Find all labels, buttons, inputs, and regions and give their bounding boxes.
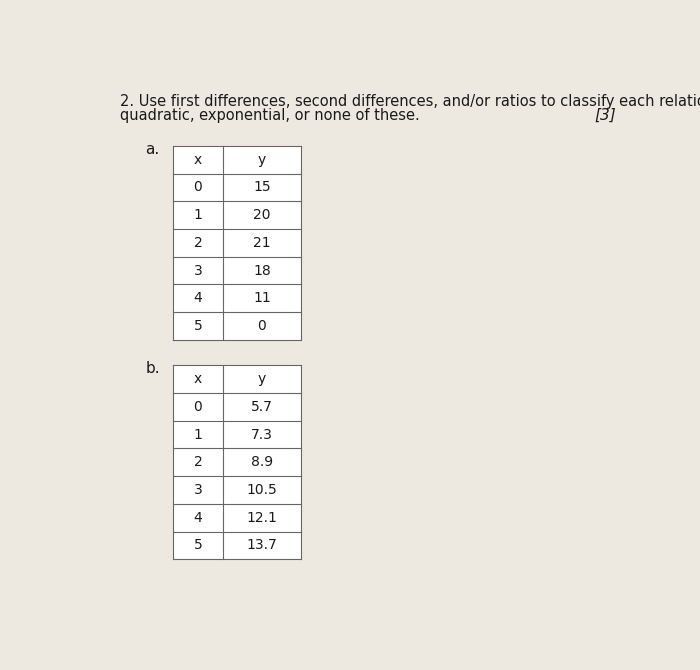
Text: 1: 1 [193,208,202,222]
Bar [173,365,300,559]
Text: 7.3: 7.3 [251,427,273,442]
Text: 13.7: 13.7 [246,539,277,553]
Text: 2: 2 [194,456,202,469]
Text: 11: 11 [253,291,271,306]
Text: 8.9: 8.9 [251,456,273,469]
Text: a.: a. [146,142,160,157]
Text: 4: 4 [194,511,202,525]
Text: 5.7: 5.7 [251,400,273,414]
Text: y: y [258,372,266,386]
Text: 12.1: 12.1 [246,511,277,525]
Text: y: y [258,153,266,167]
Text: 3: 3 [194,263,202,277]
Text: 10.5: 10.5 [246,483,277,497]
Text: 2. Use first differences, second differences, and/or ratios to classify each rel: 2. Use first differences, second differe… [120,94,700,109]
Text: 5: 5 [194,319,202,333]
Text: 5: 5 [194,539,202,553]
Text: b.: b. [146,361,160,377]
Text: 21: 21 [253,236,271,250]
Text: 1: 1 [193,427,202,442]
Text: 15: 15 [253,180,271,194]
Text: x: x [194,372,202,386]
Text: 20: 20 [253,208,271,222]
Text: [3]: [3] [594,108,616,123]
Text: quadratic, exponential, or none of these.: quadratic, exponential, or none of these… [120,108,420,123]
Text: 0: 0 [194,180,202,194]
Text: 0: 0 [194,400,202,414]
Bar [173,146,300,340]
Text: 3: 3 [194,483,202,497]
Text: 4: 4 [194,291,202,306]
Text: 0: 0 [258,319,266,333]
Text: x: x [194,153,202,167]
Text: 2: 2 [194,236,202,250]
Text: 18: 18 [253,263,271,277]
